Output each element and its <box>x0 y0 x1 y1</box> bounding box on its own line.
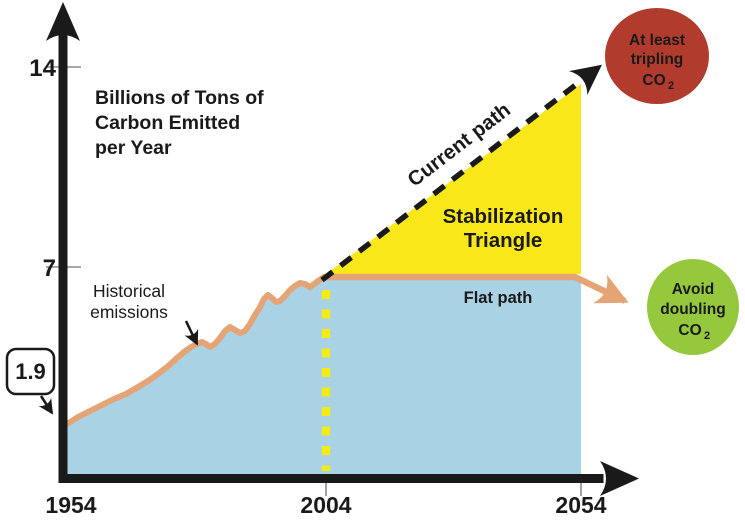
tripling-badge-gas: CO <box>642 72 665 89</box>
tripling-badge-line2: tripling <box>631 51 684 68</box>
x-label-2054: 2054 <box>555 492 606 518</box>
doubling-badge-circle <box>647 259 739 355</box>
doubling-badge-line2: doubling <box>660 301 725 318</box>
y-axis-arrow-icon <box>46 2 80 41</box>
start-value-arrow-icon <box>38 395 54 415</box>
historical-emissions-label-line1: Historical <box>93 281 165 301</box>
axis-title-line1: Billions of Tons of <box>95 87 264 109</box>
axis-title-line2: Carbon Emitted <box>95 112 240 134</box>
flat-path-label: Flat path <box>464 289 533 307</box>
doubling-badge-co2-subscript: 2 <box>704 330 710 342</box>
doubling-badge-line1: Avoid <box>672 281 714 298</box>
tripling-badge-line1: At least <box>629 32 685 49</box>
start-value-box <box>5 347 56 396</box>
historical-emissions-arrow-icon <box>184 320 199 346</box>
x-label-2004: 2004 <box>300 492 351 518</box>
y-label-7: 7 <box>43 255 56 282</box>
stabilization-label-line2: Triangle <box>464 229 543 252</box>
x-axis-line <box>58 474 604 483</box>
stabilization-label-line1: Stabilization <box>443 205 564 228</box>
flat-path-line <box>324 273 629 304</box>
historical-emissions-label-line2: emissions <box>90 302 168 322</box>
doubling-badge: Avoid doubling CO 2 <box>647 259 739 355</box>
x-label-1954: 1954 <box>45 492 96 518</box>
y-label-14: 14 <box>29 55 56 82</box>
tripling-badge-circle <box>605 8 709 104</box>
current-path-line <box>320 64 602 283</box>
x-axis-arrow-icon <box>600 461 639 496</box>
tripling-badge-co2-subscript: 2 <box>668 80 674 92</box>
historical-emissions-curve <box>64 274 327 427</box>
start-value-label: 1.9 <box>15 359 46 384</box>
doubling-badge-gas: CO <box>678 322 701 339</box>
y-axis-line <box>58 28 68 483</box>
axis-title-line3: per Year <box>95 137 172 159</box>
tripling-badge: At least tripling CO 2 <box>605 8 709 104</box>
